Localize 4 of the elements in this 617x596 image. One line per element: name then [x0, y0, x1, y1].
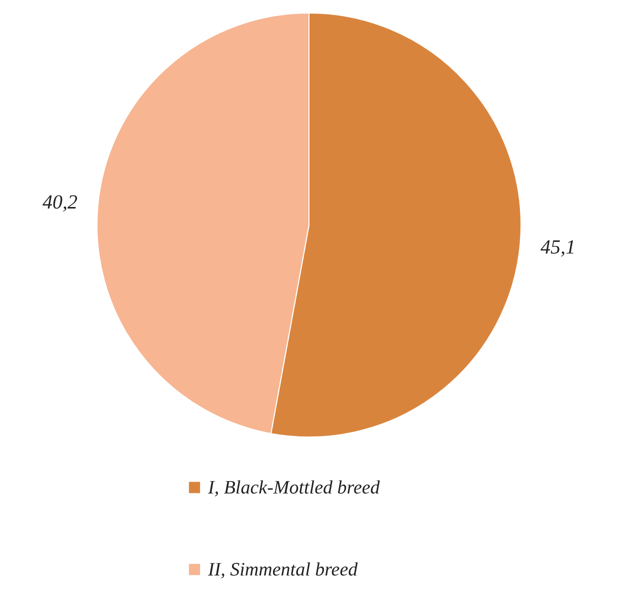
- legend-label: I, Black-Mottled breed: [207, 478, 380, 498]
- data-label: 40,2: [42, 191, 78, 214]
- legend-label: II, Simmental breed: [207, 560, 358, 580]
- data-label: 45,1: [540, 236, 576, 259]
